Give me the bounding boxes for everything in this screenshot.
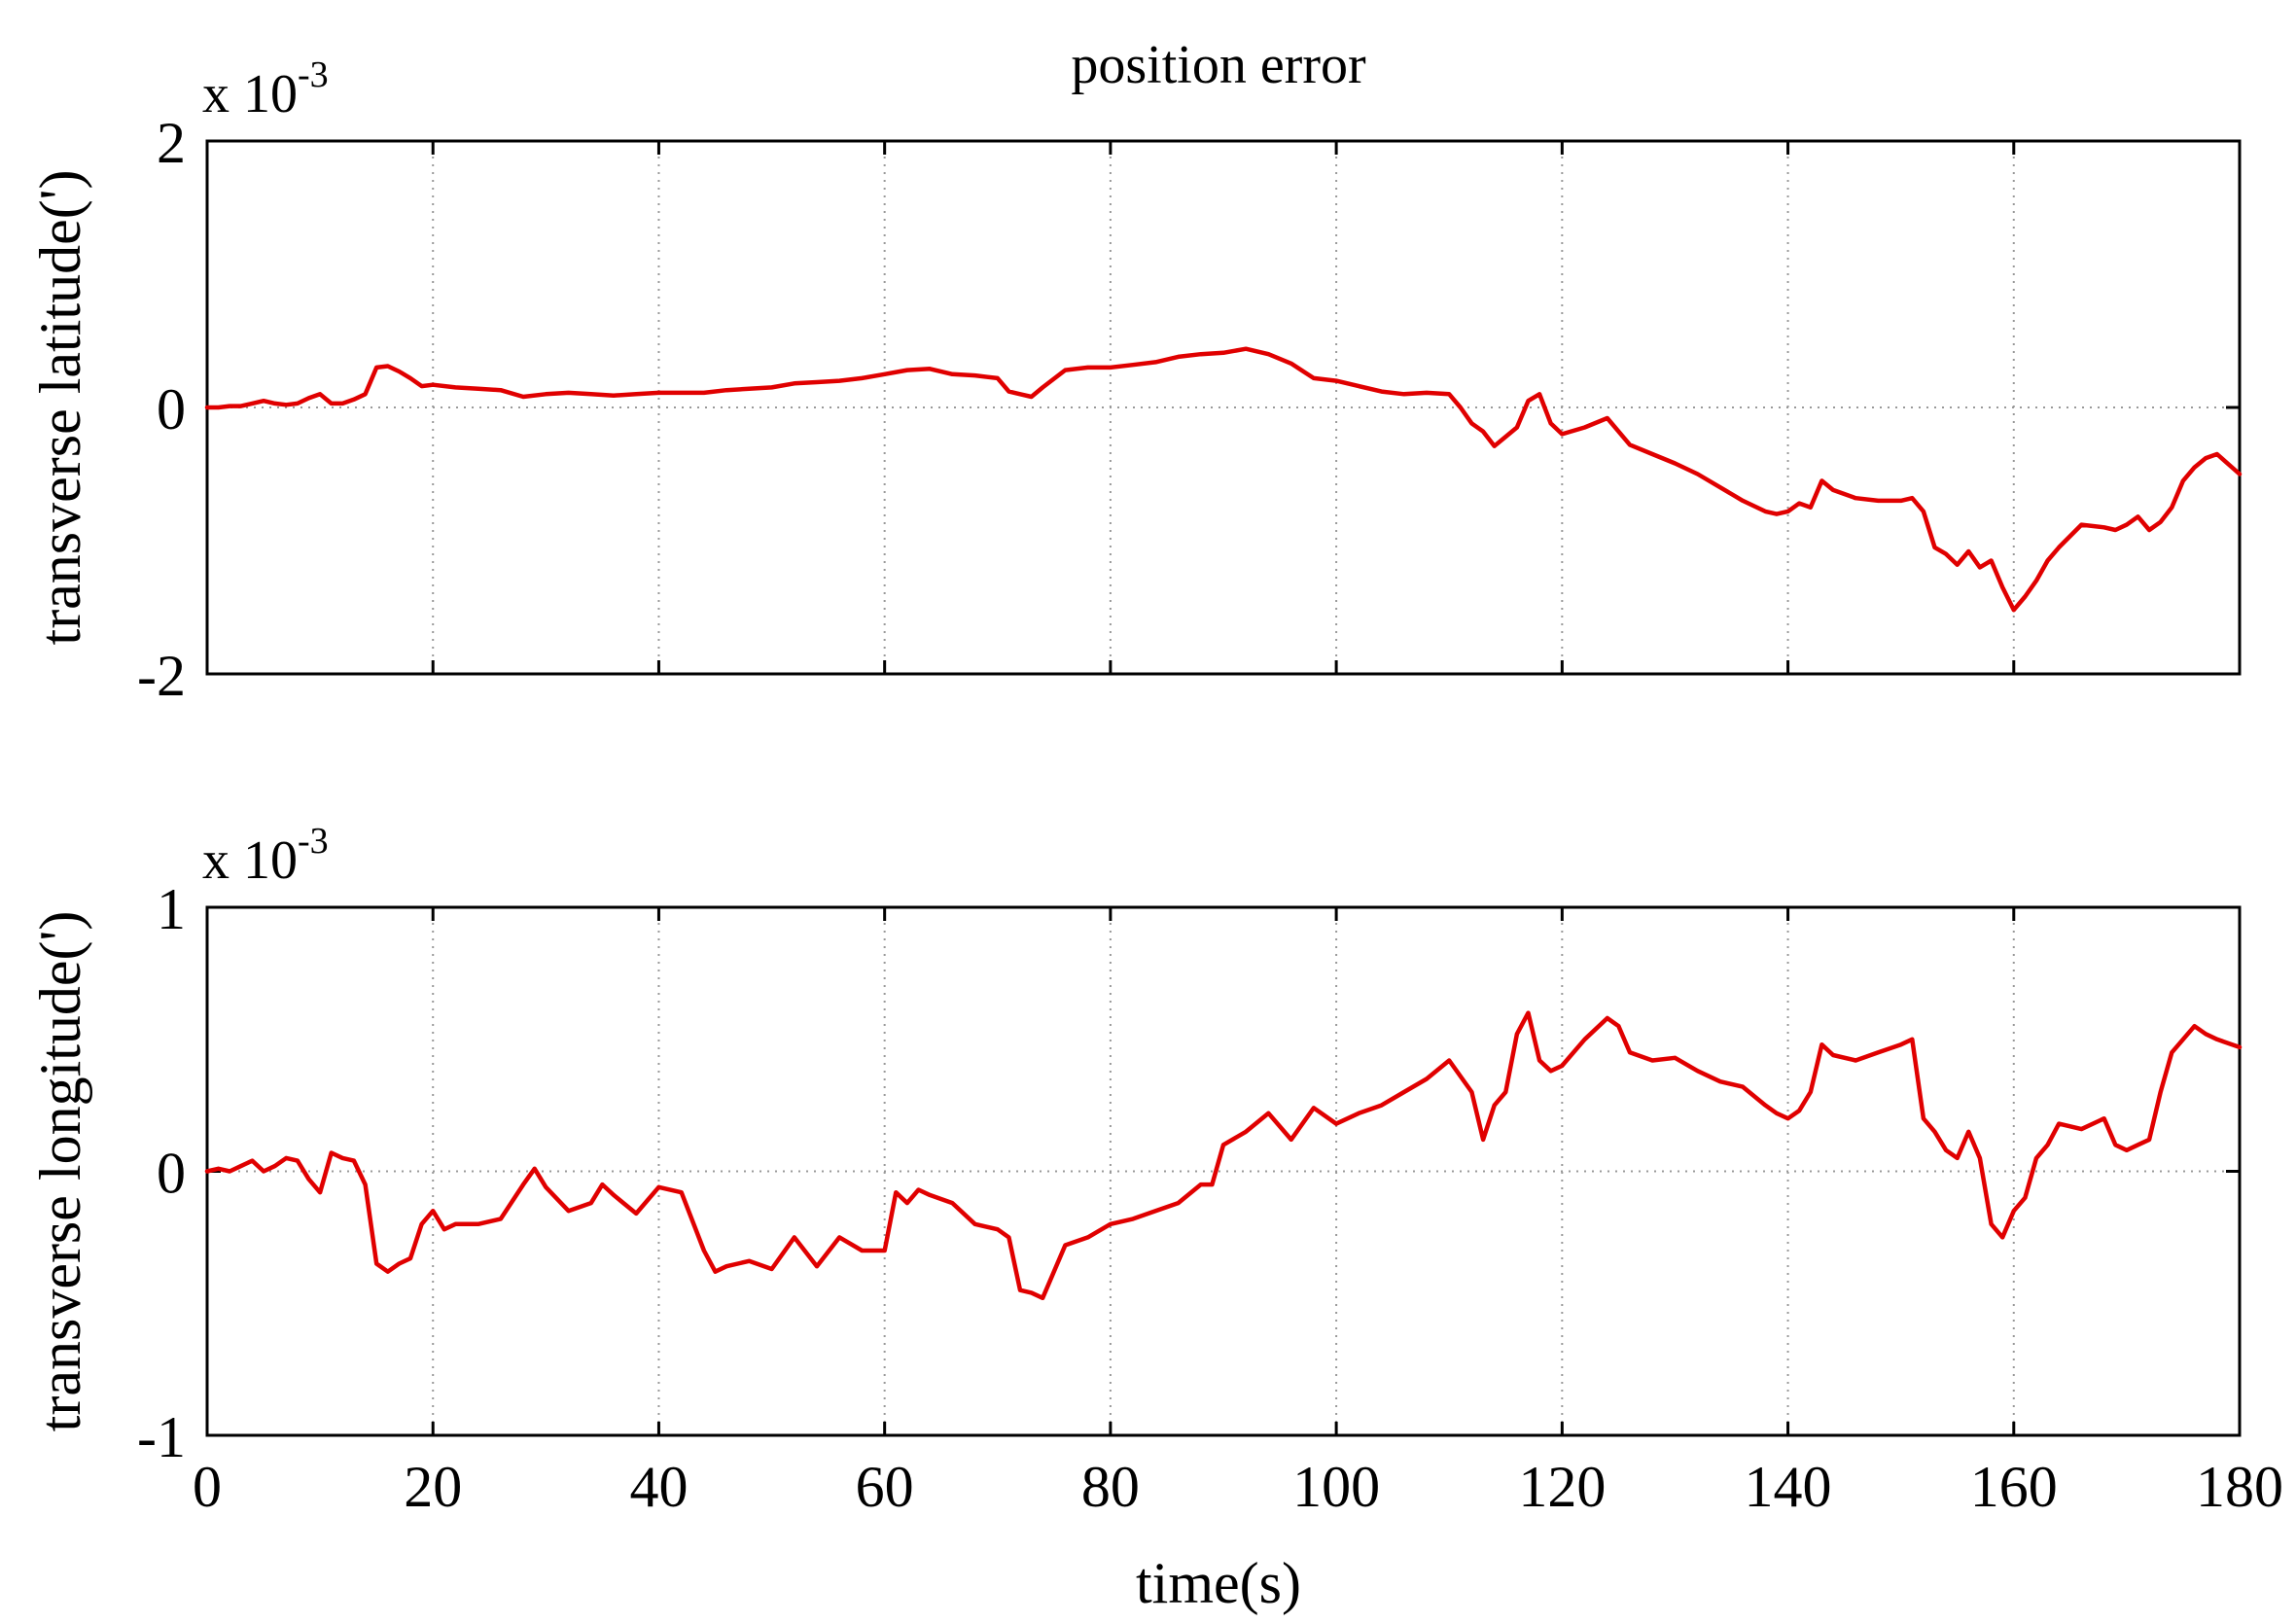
longitude-axis-multiplier: x 10-3 bbox=[202, 821, 329, 891]
longitude-x-tick-label: 180 bbox=[2196, 1455, 2283, 1519]
longitude-multiplier-base: x 10 bbox=[202, 830, 298, 891]
longitude-y-axis-label: transverse longitude(') bbox=[28, 911, 92, 1432]
longitude-x-tick-label: 120 bbox=[1518, 1455, 1606, 1519]
figure-title: position error bbox=[1071, 35, 1366, 95]
longitude-x-tick-label: 20 bbox=[404, 1455, 462, 1519]
latitude-multiplier-base: x 10 bbox=[202, 64, 298, 124]
latitude-y-tick-label: 2 bbox=[157, 111, 186, 175]
longitude-x-tick-label: 140 bbox=[1745, 1455, 1832, 1519]
longitude-x-tick-label: 80 bbox=[1081, 1455, 1140, 1519]
longitude-multiplier-exponent: -3 bbox=[298, 821, 329, 862]
longitude-error-series-line bbox=[204, 1010, 2243, 1301]
latitude-axis-multiplier: x 10-3 bbox=[202, 54, 329, 124]
latitude-multiplier-exponent: -3 bbox=[298, 54, 329, 95]
latitude-error-series-line bbox=[204, 346, 2243, 613]
latitude-y-tick-label: -2 bbox=[137, 644, 186, 708]
latitude-y-axis-label: transverse latitude(') bbox=[28, 170, 92, 646]
longitude-x-tick-label: 40 bbox=[629, 1455, 688, 1519]
x-axis-label: time(s) bbox=[1136, 1551, 1301, 1615]
latitude-y-tick-label: 0 bbox=[157, 377, 186, 441]
longitude-y-tick-label: -1 bbox=[137, 1405, 186, 1469]
longitude-x-tick-label: 100 bbox=[1292, 1455, 1380, 1519]
longitude-y-tick-label: 1 bbox=[157, 877, 186, 941]
longitude-x-tick-label: 0 bbox=[193, 1455, 222, 1519]
longitude-x-tick-label: 60 bbox=[856, 1455, 914, 1519]
longitude-y-tick-label: 0 bbox=[157, 1142, 186, 1206]
longitude-x-tick-label: 160 bbox=[1970, 1455, 2058, 1519]
